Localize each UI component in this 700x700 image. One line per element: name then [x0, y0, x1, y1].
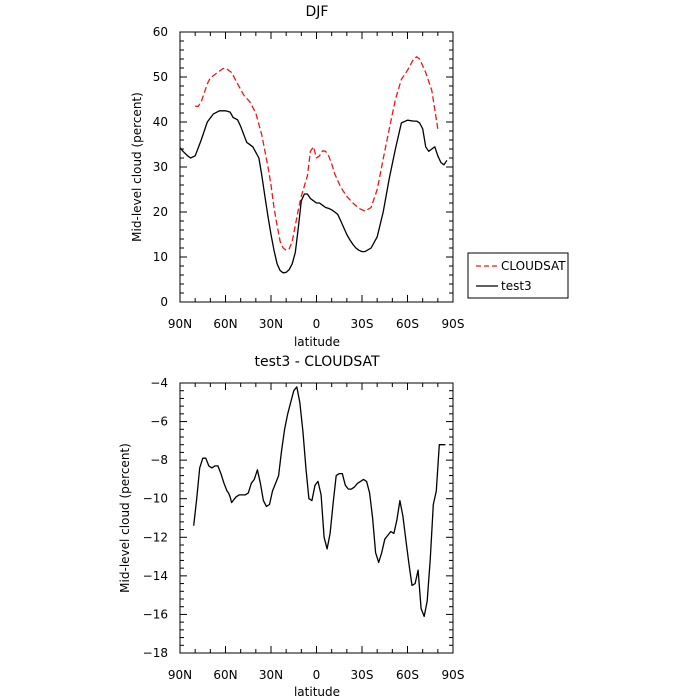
bottom-y-tick-label: −18 [143, 646, 168, 660]
top-y-tick-label: 20 [153, 205, 168, 219]
bottom-y-tick-label: −4 [150, 376, 168, 390]
bottom-y-tick-label: −16 [143, 607, 168, 621]
bottom-plot-frame [179, 382, 454, 654]
top-y-tick-label: 60 [153, 25, 168, 39]
top-x-tick-label: 30S [351, 317, 374, 331]
bottom-y-tick-label: −8 [150, 453, 168, 467]
top-x-axis-title: latitude [294, 335, 340, 349]
bottom-x-tick-label: 30N [259, 668, 283, 682]
top-y-tick-label: 50 [153, 70, 168, 84]
top-plot-title: DJF [306, 4, 329, 20]
top-plot-frame [179, 31, 454, 303]
top-series-line-test3 [179, 110, 448, 274]
top-x-tick-label: 60N [213, 317, 237, 331]
bottom-series-line-difference [193, 386, 446, 618]
top-x-tick-label: 90S [442, 317, 465, 331]
top-series-line-cloudsat [195, 56, 439, 251]
bottom-y-tick-label: −12 [143, 530, 168, 544]
bottom-x-axis-title: latitude [294, 685, 340, 699]
bottom-y-tick-label: −14 [143, 569, 168, 583]
bottom-x-tick-label: 30S [351, 668, 374, 682]
bottom-x-tick-label: 90S [442, 668, 465, 682]
top-x-tick-label: 0 [313, 317, 321, 331]
bottom-y-tick-label: −6 [150, 415, 168, 429]
bottom-x-tick-label: 60S [396, 668, 419, 682]
bottom-y-tick-label: −10 [143, 492, 168, 506]
bottom-x-tick-label: 0 [313, 668, 321, 682]
top-x-tick-label: 60S [396, 317, 419, 331]
top-y-tick-label: 40 [153, 115, 168, 129]
top-y-tick-label: 10 [153, 250, 168, 264]
top-x-tick-label: 30N [259, 317, 283, 331]
bottom-plot-title: test3 - CLOUDSAT [254, 354, 380, 370]
legend: CLOUDSAT test3 [467, 252, 569, 299]
top-y-tick-label: 30 [153, 160, 168, 174]
legend-box [467, 252, 569, 299]
top-panel: DJF latitude Mid-level cloud (percent) 9… [130, 4, 464, 349]
top-y-tick-label: 0 [160, 295, 168, 309]
top-y-axis-title: Mid-level cloud (percent) [130, 92, 144, 242]
bottom-x-tick-label: 90N [168, 668, 192, 682]
top-x-tick-label: 90N [168, 317, 192, 331]
bottom-x-tick-label: 60N [213, 668, 237, 682]
legend-label-cloudsat: CLOUDSAT [501, 259, 566, 273]
bottom-panel: test3 - CLOUDSAT latitude Mid-level clou… [118, 354, 464, 699]
bottom-y-axis-title: Mid-level cloud (percent) [118, 443, 132, 593]
legend-label-test3: test3 [501, 279, 532, 293]
